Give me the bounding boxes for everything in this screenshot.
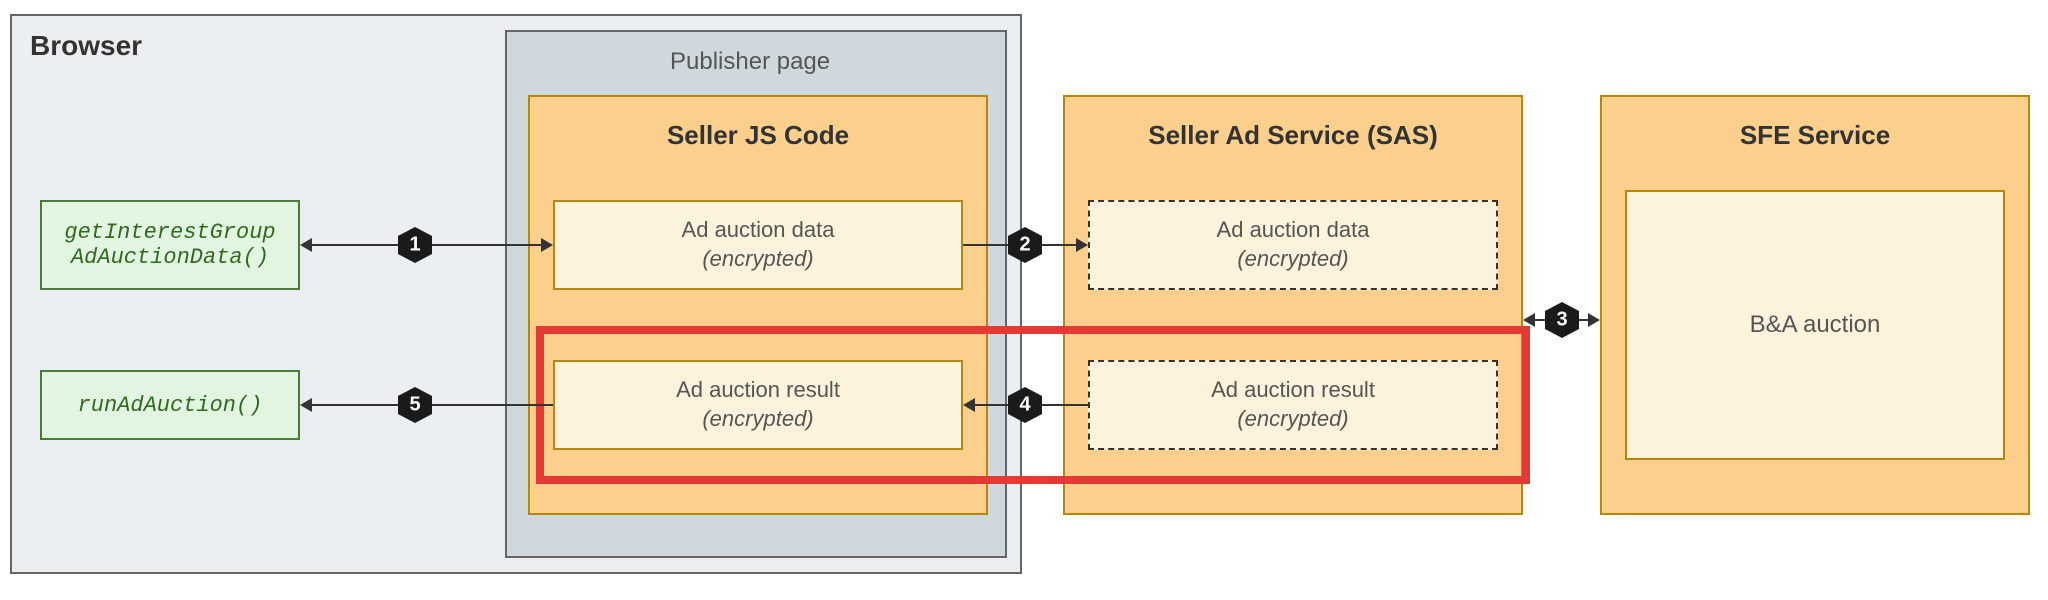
sas-result-box: Ad auction result (encrypted) [1088, 360, 1498, 450]
connector-3-head-l [1523, 313, 1535, 327]
connector-4-head-l [963, 398, 975, 412]
step-2-num: 2 [1019, 234, 1030, 257]
step-3-num: 3 [1556, 309, 1567, 332]
seller-js-container [528, 95, 988, 515]
run-ad-auction-box: runAdAuction() [40, 370, 300, 440]
seller-js-result-box: Ad auction result (encrypted) [553, 360, 963, 450]
get-interest-group-line2: AdAuctionData() [71, 245, 269, 270]
connector-5-head-l [300, 398, 312, 412]
sfe-title: SFE Service [1600, 120, 2030, 151]
seller-js-title: Seller JS Code [528, 120, 988, 151]
connector-1-head-l [300, 238, 312, 252]
connector-1-head-r [541, 238, 553, 252]
sas-title: Seller Ad Service (SAS) [1063, 120, 1523, 151]
sas-result-label: Ad auction result [1211, 377, 1375, 402]
seller-js-result-sub: (encrypted) [702, 406, 813, 431]
publisher-page-label: Publisher page [670, 48, 830, 76]
step-5-badge: 5 [395, 385, 435, 425]
sas-result-sub: (encrypted) [1237, 406, 1348, 431]
sas-container [1063, 95, 1523, 515]
step-1-badge: 1 [395, 225, 435, 265]
diagram-canvas: Browser getInterestGroup AdAuctionData()… [0, 0, 2048, 600]
sas-data-box: Ad auction data (encrypted) [1088, 200, 1498, 290]
run-ad-auction-label: runAdAuction() [78, 393, 263, 418]
connector-2-head-r [1076, 238, 1088, 252]
get-interest-group-box: getInterestGroup AdAuctionData() [40, 200, 300, 290]
step-2-badge: 2 [1005, 225, 1045, 265]
step-4-badge: 4 [1005, 385, 1045, 425]
sfe-auction-label: B&A auction [1750, 309, 1881, 340]
sfe-auction-box: B&A auction [1625, 190, 2005, 460]
step-3-badge: 3 [1542, 300, 1582, 340]
seller-js-data-sub: (encrypted) [702, 246, 813, 271]
step-4-num: 4 [1019, 394, 1030, 417]
seller-js-result-label: Ad auction result [676, 377, 840, 402]
browser-label: Browser [30, 30, 142, 62]
sas-data-label: Ad auction data [1217, 217, 1370, 242]
get-interest-group-line1: getInterestGroup [64, 220, 275, 245]
step-1-num: 1 [409, 234, 420, 257]
step-5-num: 5 [409, 394, 420, 417]
seller-js-data-box: Ad auction data (encrypted) [553, 200, 963, 290]
seller-js-data-label: Ad auction data [682, 217, 835, 242]
sas-data-sub: (encrypted) [1237, 246, 1348, 271]
connector-3-head-r [1588, 313, 1600, 327]
